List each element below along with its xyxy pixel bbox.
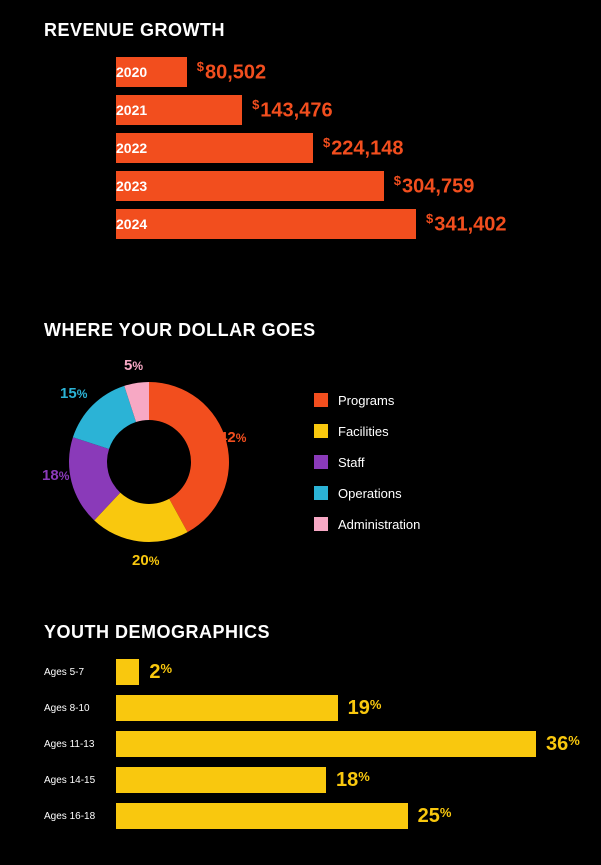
revenue-bar-row: 2022 $224,148 xyxy=(116,133,564,163)
demographics-bar xyxy=(116,767,326,793)
demographics-bar xyxy=(116,731,536,757)
donut-section: WHERE YOUR DOLLAR GOES 42% 20% 18% 15% 5% Pr… xyxy=(44,320,564,567)
demographics-bar xyxy=(116,659,139,685)
donut-slice-label: 42% xyxy=(219,429,246,446)
legend-label: Administration xyxy=(338,517,420,532)
demographics-category-label: Ages 8-10 xyxy=(44,703,108,714)
revenue-value: $80,502 xyxy=(197,59,266,85)
demographics-value: 36% xyxy=(546,733,580,756)
donut-slice-label: 20% xyxy=(132,552,159,569)
donut-slice-label: 5% xyxy=(124,357,143,374)
demographics-value: 25% xyxy=(418,805,452,828)
revenue-year-label: 2023 xyxy=(116,178,180,194)
donut-slice-label: 15% xyxy=(60,385,87,402)
revenue-value: $143,476 xyxy=(252,97,333,123)
revenue-bar-row: 2023 $304,759 xyxy=(116,171,564,201)
donut-slice-label: 18% xyxy=(42,467,69,484)
demographics-bar-row: Ages 5-72% xyxy=(116,659,584,685)
legend-label: Facilities xyxy=(338,424,389,439)
legend-item: Administration xyxy=(314,517,420,532)
legend-item: Facilities xyxy=(314,424,420,439)
demographics-bar-row: Ages 11-1336% xyxy=(116,731,584,757)
legend-item: Operations xyxy=(314,486,420,501)
revenue-value: $341,402 xyxy=(426,211,507,237)
donut-legend: Programs Facilities Staff Operations Adminis… xyxy=(314,393,420,532)
revenue-section: REVENUE GROWTH 2020$80,5022021$143,47620… xyxy=(44,20,564,247)
demographics-bar-row: Ages 8-1019% xyxy=(116,695,584,721)
demographics-value: 19% xyxy=(348,697,382,720)
demographics-category-label: Ages 11-13 xyxy=(44,739,108,750)
revenue-year-label: 2020 xyxy=(116,64,180,80)
legend-label: Programs xyxy=(338,393,394,408)
legend-item: Staff xyxy=(314,455,420,470)
demographics-value: 2% xyxy=(149,661,172,684)
demographics-bar-row: Ages 14-1518% xyxy=(116,767,584,793)
legend-swatch xyxy=(314,393,328,407)
demographics-bar-row: Ages 16-1825% xyxy=(116,803,584,829)
legend-swatch xyxy=(314,424,328,438)
revenue-title: REVENUE GROWTH xyxy=(44,20,564,41)
revenue-year-label: 2021 xyxy=(116,102,180,118)
revenue-bar-row: 2021 $143,476 xyxy=(116,95,564,125)
revenue-year-label: 2022 xyxy=(116,140,180,156)
revenue-bar-row: 2020 $80,502 xyxy=(116,57,564,87)
revenue-bar-row: 2024 $341,402 xyxy=(116,209,564,239)
demographics-bar xyxy=(116,803,408,829)
revenue-value: $224,148 xyxy=(323,135,404,161)
demographics-bar xyxy=(116,695,338,721)
demographics-category-label: Ages 5-7 xyxy=(44,667,108,678)
legend-label: Operations xyxy=(338,486,402,501)
legend-label: Staff xyxy=(338,455,365,470)
legend-swatch xyxy=(314,517,328,531)
legend-swatch xyxy=(314,455,328,469)
demographics-category-label: Ages 14-15 xyxy=(44,775,108,786)
demographics-category-label: Ages 16-18 xyxy=(44,811,108,822)
revenue-year-label: 2024 xyxy=(116,216,180,232)
demographics-bars: Ages 5-72%Ages 8-1019%Ages 11-1336%Ages … xyxy=(44,659,584,829)
demographics-section: YOUTH DEMOGRAPHICS Ages 5-72%Ages 8-1019… xyxy=(44,622,584,839)
demographics-title: YOUTH DEMOGRAPHICS xyxy=(44,622,584,643)
revenue-bars: 2020 $80,502 2021 $143,476 2022 $224,148 2023 $… xyxy=(44,57,564,239)
demographics-value: 18% xyxy=(336,769,370,792)
revenue-value: $304,759 xyxy=(394,173,475,199)
donut-chart: 42% 20% 18% 15% 5% xyxy=(44,357,254,567)
donut-title: WHERE YOUR DOLLAR GOES xyxy=(44,320,564,341)
legend-item: Programs xyxy=(314,393,420,408)
legend-swatch xyxy=(314,486,328,500)
